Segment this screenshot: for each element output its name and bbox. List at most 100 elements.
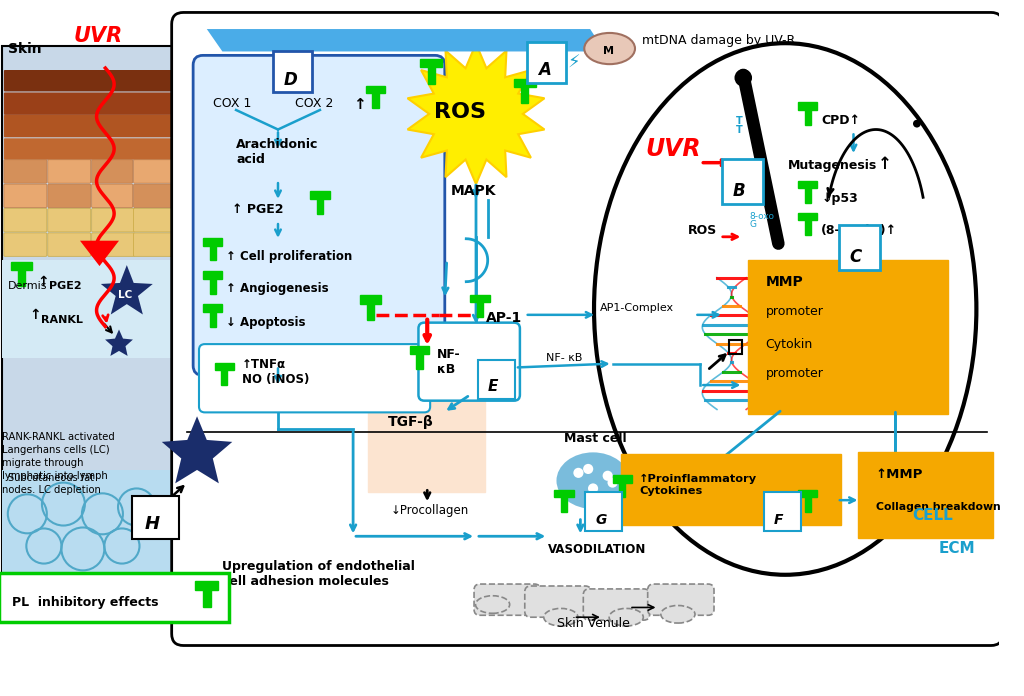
Bar [805,109,811,125]
Text: ↑: ↑ [30,308,41,322]
Bar [203,304,222,312]
Circle shape [602,470,612,481]
Bar [368,302,374,319]
Text: Mast cell: Mast cell [564,432,627,445]
FancyBboxPatch shape [4,233,47,256]
Bar [798,490,817,497]
FancyBboxPatch shape [586,492,623,531]
Bar [203,271,222,278]
Ellipse shape [556,452,630,509]
FancyBboxPatch shape [132,496,178,539]
Text: promoter: promoter [766,305,823,318]
Bar [612,475,632,482]
Ellipse shape [660,606,695,623]
FancyBboxPatch shape [4,209,47,232]
Text: ↑MMP: ↑MMP [876,468,924,481]
Text: ↑Proinflammatory
Cytokines: ↑Proinflammatory Cytokines [639,474,757,496]
FancyBboxPatch shape [194,56,444,375]
Bar [18,269,25,286]
Text: H: H [144,516,160,533]
Polygon shape [80,241,119,266]
Text: ECM: ECM [938,541,975,556]
Text: AP1-Complex: AP1-Complex [600,303,674,313]
FancyBboxPatch shape [48,233,91,256]
Text: B: B [732,182,745,200]
Text: D: D [284,70,298,88]
FancyBboxPatch shape [474,584,541,615]
FancyBboxPatch shape [622,454,841,525]
Bar [410,347,429,354]
Text: MMP: MMP [766,275,804,289]
Text: RANKL: RANKL [41,315,83,324]
Bar [805,496,811,512]
Text: PL  inhibitory effects: PL inhibitory effects [11,596,158,608]
Circle shape [607,477,617,488]
Text: ↑TNFα
NO (iNOS): ↑TNFα NO (iNOS) [242,358,309,386]
Text: UVR: UVR [73,26,123,46]
Text: AP-1: AP-1 [485,310,522,324]
Polygon shape [408,44,545,184]
Text: ↑ PGE2: ↑ PGE2 [232,203,284,216]
FancyBboxPatch shape [526,42,565,83]
Text: Subcutaneous fat: Subcutaneous fat [8,473,94,482]
FancyBboxPatch shape [4,160,47,183]
Ellipse shape [475,596,510,613]
Bar [470,294,489,302]
Ellipse shape [544,608,578,626]
FancyBboxPatch shape [134,160,175,183]
Bar [428,66,434,84]
Bar [729,340,742,354]
Text: NF- κB: NF- κB [546,353,583,363]
FancyBboxPatch shape [4,115,179,137]
Bar [221,370,227,385]
FancyBboxPatch shape [172,13,1002,645]
Text: VASODILATION: VASODILATION [548,543,646,556]
FancyBboxPatch shape [419,323,520,401]
Polygon shape [207,29,605,52]
FancyBboxPatch shape [647,584,714,615]
Text: ROS: ROS [434,102,486,122]
Bar [514,79,536,87]
Bar [10,262,32,270]
Text: ↑: ↑ [37,275,49,289]
Text: COX 2: COX 2 [295,97,333,110]
Text: COX 1: COX 1 [213,97,251,110]
Text: C: C [850,248,862,266]
Text: Upregulation of endothelial
cell adhesion molecules: Upregulation of endothelial cell adhesio… [222,560,416,588]
FancyBboxPatch shape [2,470,182,621]
Bar [196,581,218,590]
FancyBboxPatch shape [858,452,993,538]
Bar [215,363,234,370]
Text: ↑: ↑ [878,155,892,173]
Text: ↑: ↑ [353,97,366,112]
Text: PGE2: PGE2 [49,281,81,292]
FancyBboxPatch shape [4,139,179,160]
Bar [203,238,222,246]
Text: A: A [539,61,551,79]
FancyBboxPatch shape [368,397,484,492]
FancyBboxPatch shape [273,52,312,93]
Text: ↓p53: ↓p53 [821,191,858,205]
Text: promoter: promoter [766,367,823,380]
FancyBboxPatch shape [134,184,175,207]
Bar [421,59,442,68]
Bar [417,353,423,369]
Text: T
T: T T [735,116,742,136]
FancyBboxPatch shape [4,184,47,207]
Bar [477,301,483,317]
Text: RANK-RANKL activated
Langerhans cells (LC)
migrate through
lymphatic into lymph
: RANK-RANKL activated Langerhans cells (L… [2,432,115,495]
FancyBboxPatch shape [839,225,880,270]
Bar [359,295,381,303]
FancyBboxPatch shape [749,260,948,414]
Text: NF-
κB: NF- κB [437,349,461,377]
Polygon shape [105,329,133,356]
FancyBboxPatch shape [48,209,91,232]
Text: MAPK: MAPK [451,184,497,198]
FancyBboxPatch shape [134,233,176,256]
Bar [561,496,567,512]
FancyBboxPatch shape [0,574,229,622]
FancyBboxPatch shape [524,586,591,617]
Bar [210,244,216,260]
Text: LC: LC [118,290,132,300]
Text: TGF-β: TGF-β [388,415,434,429]
